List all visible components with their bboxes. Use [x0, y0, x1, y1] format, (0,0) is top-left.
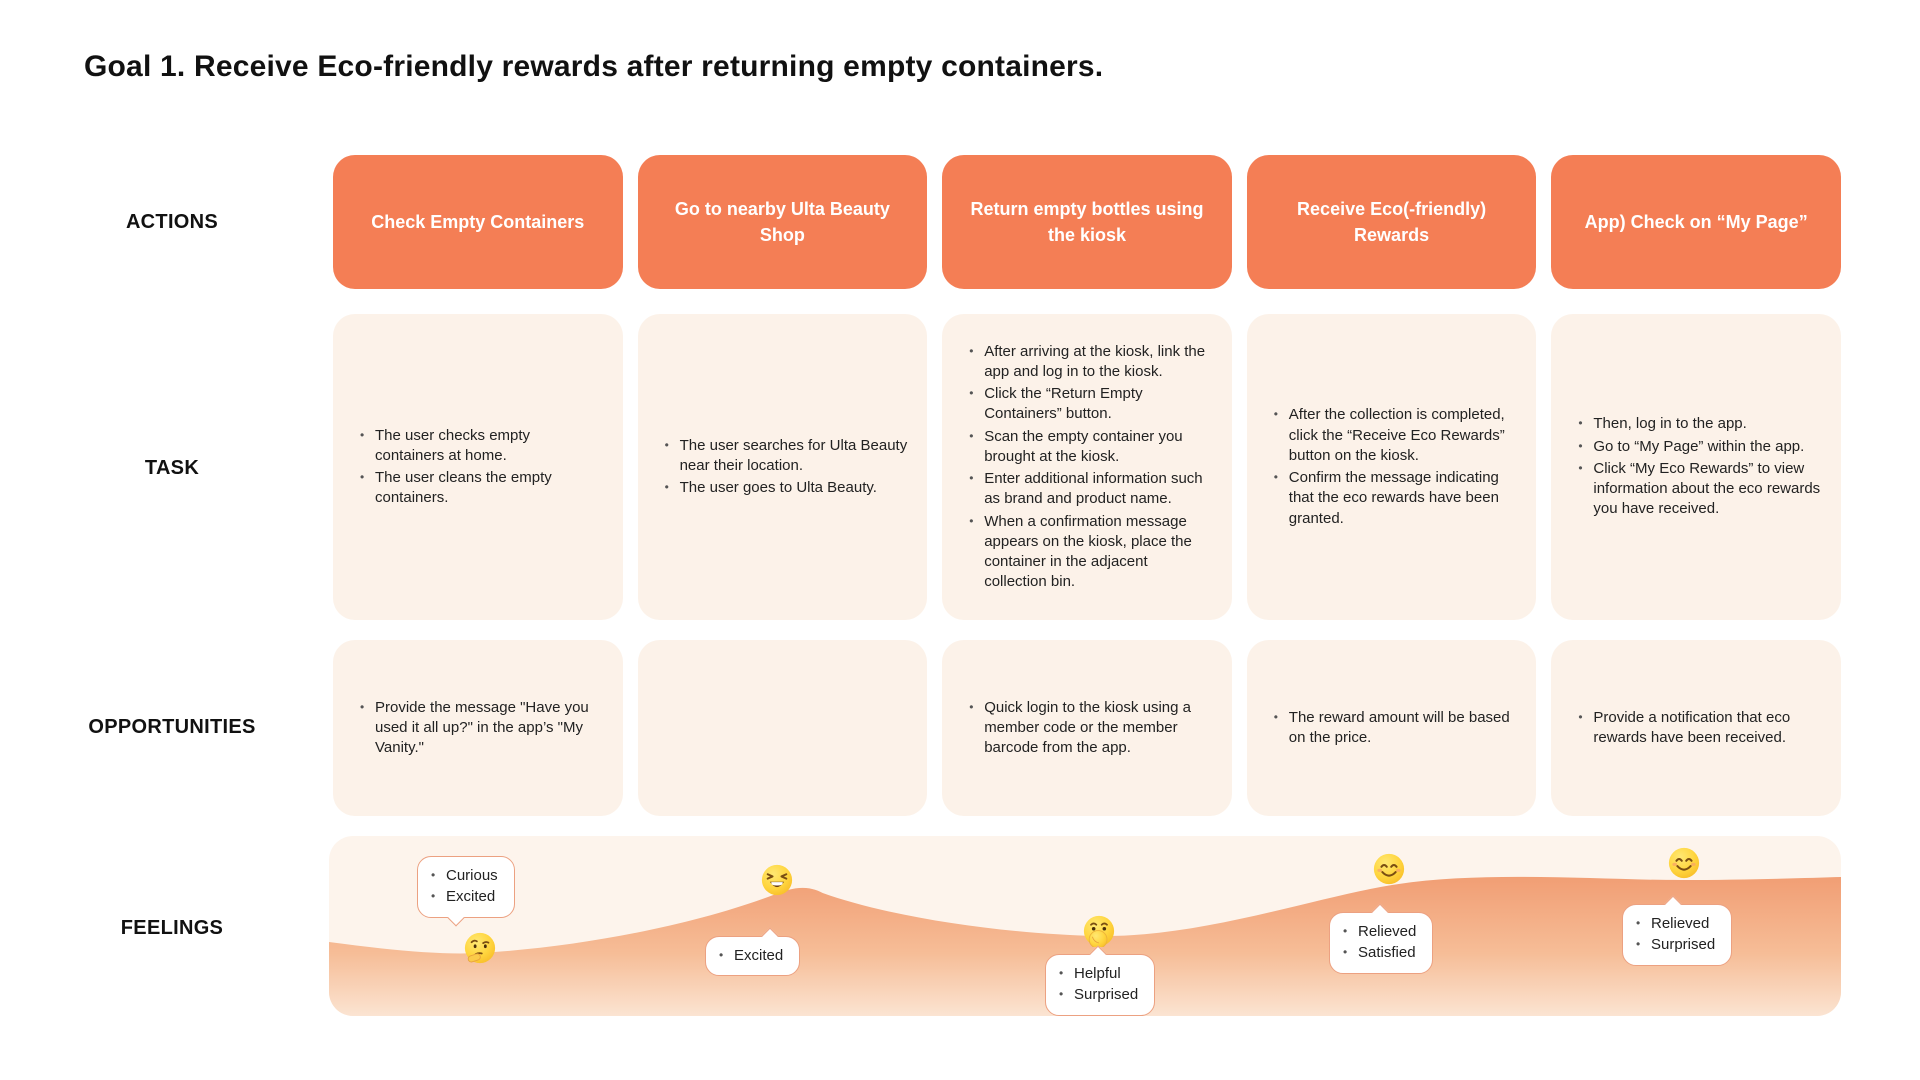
opportunity-card-empty: [637, 640, 928, 816]
feeling-bubble: Curious Excited: [417, 856, 515, 927]
row-label-task: TASK: [144, 457, 200, 479]
opportunity-item: Provide the message "Have you used it al…: [359, 698, 603, 759]
emotion-item: Helpful: [1058, 964, 1138, 984]
action-card-return-bottles: Return empty bottles using the kiosk: [942, 155, 1232, 289]
task-item: Then, log in to the app.: [1577, 414, 1821, 434]
action-card-title: Go to nearby Ulta Beauty Shop: [674, 198, 890, 245]
action-card-title: Check Empty Containers: [371, 211, 585, 232]
smiling-face-emoji: [1668, 847, 1700, 879]
task-item: Enter additional information such as bra…: [968, 469, 1212, 510]
opportunities-row: Provide the message "Have you used it al…: [333, 640, 1841, 816]
emotion-item: Surprised: [1058, 985, 1138, 1005]
task-item: Click “My Eco Rewards” to view informati…: [1577, 459, 1821, 520]
thinking-face-emoji: [464, 932, 496, 964]
emotion-item: Excited: [718, 946, 783, 966]
action-card-check-my-page: App) Check on “My Page”: [1551, 155, 1841, 289]
task-card: The user checks empty containers at home…: [333, 314, 623, 620]
actions-row: Check Empty Containers Go to nearby Ulta…: [333, 155, 1841, 289]
row-label-feelings: FEELINGS: [120, 917, 224, 939]
action-card-title: App) Check on “My Page”: [1584, 211, 1808, 232]
task-card: The user searches for Ulta Beauty near t…: [637, 314, 928, 620]
task-item: The user checks empty containers at home…: [359, 426, 603, 467]
opportunity-item: Quick login to the kiosk using a member …: [968, 698, 1212, 759]
page-title: Goal 1. Receive Eco-friendly rewards aft…: [84, 50, 1104, 83]
feeling-bubble: Relieved Surprised: [1622, 895, 1733, 966]
feelings-band: Curious Excited Excited: [329, 836, 1841, 1016]
emotion-item: Relieved: [1635, 914, 1715, 934]
opportunity-card: Quick login to the kiosk using a member …: [942, 640, 1232, 816]
task-item: After the collection is completed, click…: [1273, 405, 1517, 466]
action-card-title: Receive Eco(-friendly) Rewards: [1297, 198, 1487, 245]
task-row: The user checks empty containers at home…: [333, 314, 1841, 620]
opportunity-card: Provide a notification that eco rewards …: [1551, 640, 1841, 816]
row-label-opportunities: OPPORTUNITIES: [88, 716, 256, 738]
task-item: Go to “My Page” within the app.: [1577, 437, 1821, 457]
emotion-item: Satisfied: [1342, 943, 1416, 963]
row-label-actions: ACTIONS: [125, 211, 219, 233]
action-card-receive-rewards: Receive Eco(-friendly) Rewards: [1246, 155, 1537, 289]
task-card: After the collection is completed, click…: [1246, 314, 1537, 620]
task-item: The user searches for Ulta Beauty near t…: [664, 436, 908, 477]
mood-wave: [329, 876, 1841, 1016]
emotion-item: Surprised: [1635, 935, 1715, 955]
opportunity-item: The reward amount will be based on the p…: [1273, 708, 1517, 749]
task-item: The user goes to Ulta Beauty.: [664, 478, 908, 498]
task-card: Then, log in to the app. Go to “My Page”…: [1551, 314, 1841, 620]
task-item: The user cleans the empty containers.: [359, 468, 603, 509]
emotion-item: Excited: [430, 887, 498, 907]
laughing-face-emoji: [761, 864, 793, 896]
feeling-bubble: Excited: [705, 927, 801, 977]
opportunity-card: The reward amount will be based on the p…: [1246, 640, 1537, 816]
task-item: When a confirmation message appears on t…: [968, 512, 1212, 593]
emotion-item: Relieved: [1342, 922, 1416, 942]
task-card: After arriving at the kiosk, link the ap…: [942, 314, 1232, 620]
task-item: Scan the empty container you brought at …: [968, 427, 1212, 468]
smiling-face-emoji: [1373, 853, 1405, 885]
task-item: After arriving at the kiosk, link the ap…: [968, 342, 1212, 383]
hand-over-mouth-emoji: [1083, 915, 1115, 947]
feeling-bubble: Helpful Surprised: [1045, 945, 1156, 1016]
emotion-item: Curious: [430, 866, 498, 886]
task-item: Click the “Return Empty Containers” butt…: [968, 384, 1212, 425]
feeling-bubble: Relieved Satisfied: [1329, 903, 1434, 974]
task-item: Confirm the message indicating that the …: [1273, 468, 1517, 529]
opportunity-card: Provide the message "Have you used it al…: [333, 640, 623, 816]
opportunity-item: Provide a notification that eco rewards …: [1577, 708, 1821, 749]
action-card-check-empty-containers: Check Empty Containers: [333, 155, 623, 289]
action-card-title: Return empty bottles using the kiosk: [970, 198, 1204, 245]
action-card-go-to-shop: Go to nearby Ulta Beauty Shop: [637, 155, 928, 289]
